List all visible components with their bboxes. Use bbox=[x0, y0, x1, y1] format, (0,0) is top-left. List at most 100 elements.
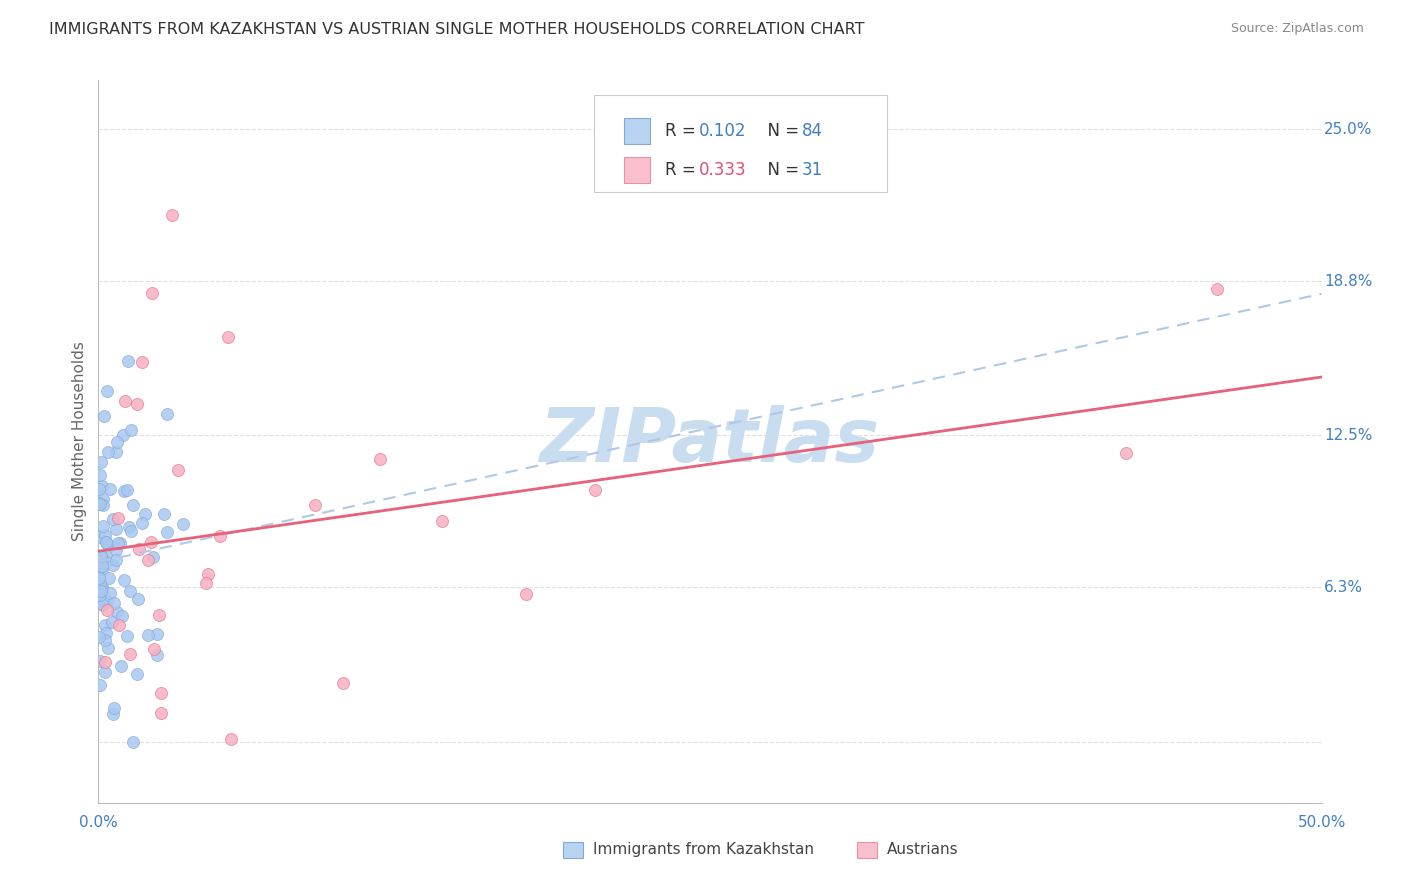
Point bbox=[156, 407, 179, 421]
Point bbox=[108, 535, 131, 549]
Text: 50.0%: 50.0% bbox=[1298, 815, 1346, 830]
Point bbox=[105, 435, 128, 450]
Point bbox=[112, 573, 135, 587]
Point bbox=[432, 515, 454, 529]
Point bbox=[91, 498, 114, 512]
Point bbox=[87, 570, 110, 584]
Text: Austrians: Austrians bbox=[887, 842, 959, 857]
Point bbox=[103, 596, 125, 610]
Point bbox=[105, 605, 128, 619]
Point bbox=[101, 706, 124, 721]
Point bbox=[148, 608, 170, 623]
Point bbox=[368, 451, 391, 466]
Point bbox=[89, 496, 111, 510]
Point bbox=[332, 676, 354, 690]
Point bbox=[91, 549, 114, 564]
Point bbox=[127, 667, 149, 681]
Point bbox=[90, 549, 112, 564]
Point bbox=[219, 732, 242, 747]
Point bbox=[117, 483, 139, 497]
Text: 6.3%: 6.3% bbox=[1324, 580, 1362, 595]
Point bbox=[91, 558, 114, 573]
Point bbox=[134, 507, 156, 521]
Point bbox=[90, 562, 112, 576]
Text: 12.5%: 12.5% bbox=[1324, 428, 1372, 443]
Point bbox=[91, 492, 114, 507]
Point bbox=[90, 478, 112, 492]
Point bbox=[141, 286, 163, 301]
Point bbox=[96, 593, 118, 607]
Text: 18.8%: 18.8% bbox=[1324, 274, 1372, 289]
Point bbox=[89, 575, 111, 590]
Point bbox=[122, 498, 145, 512]
Text: N =: N = bbox=[756, 122, 804, 140]
Text: 0.102: 0.102 bbox=[699, 122, 747, 140]
Point bbox=[89, 468, 111, 483]
Point bbox=[107, 618, 129, 632]
Point bbox=[149, 685, 172, 699]
Point bbox=[127, 591, 149, 606]
Point bbox=[156, 524, 179, 539]
Point bbox=[120, 524, 142, 539]
Point bbox=[146, 626, 169, 640]
Point bbox=[515, 587, 537, 601]
Text: ZIPatlas: ZIPatlas bbox=[540, 405, 880, 478]
Point bbox=[98, 482, 121, 496]
Text: Immigrants from Kazakhstan: Immigrants from Kazakhstan bbox=[593, 842, 814, 857]
Point bbox=[91, 519, 114, 533]
Point bbox=[209, 529, 232, 543]
Point bbox=[94, 535, 117, 549]
Point bbox=[97, 640, 120, 655]
Point bbox=[145, 648, 167, 662]
Point bbox=[90, 455, 112, 469]
Point bbox=[149, 706, 172, 720]
Point bbox=[131, 516, 153, 530]
Point bbox=[111, 609, 134, 624]
Point bbox=[136, 552, 159, 566]
Text: N =: N = bbox=[756, 161, 804, 179]
Point bbox=[94, 527, 117, 541]
Point bbox=[118, 647, 141, 661]
Point bbox=[1206, 282, 1229, 296]
FancyBboxPatch shape bbox=[593, 95, 887, 193]
Point bbox=[105, 553, 128, 567]
FancyBboxPatch shape bbox=[564, 842, 583, 858]
Point bbox=[103, 701, 125, 715]
Point bbox=[101, 512, 124, 526]
Point bbox=[93, 409, 115, 423]
Point bbox=[89, 678, 111, 692]
Point bbox=[94, 625, 117, 640]
Point bbox=[117, 629, 139, 643]
Point bbox=[89, 654, 111, 668]
Point bbox=[89, 483, 111, 497]
Point bbox=[96, 534, 118, 549]
Text: 84: 84 bbox=[801, 122, 823, 140]
Point bbox=[117, 354, 139, 368]
Point bbox=[139, 534, 162, 549]
Point bbox=[89, 588, 111, 602]
Point bbox=[1115, 445, 1137, 459]
Point bbox=[98, 586, 121, 600]
Point bbox=[167, 462, 190, 476]
Point bbox=[90, 583, 112, 598]
Point bbox=[121, 424, 143, 438]
Point bbox=[87, 561, 110, 575]
Point bbox=[105, 523, 128, 537]
Point bbox=[114, 393, 136, 408]
Point bbox=[160, 208, 183, 222]
Point bbox=[94, 555, 117, 569]
Point bbox=[89, 497, 111, 511]
Text: R =: R = bbox=[665, 161, 700, 179]
Point bbox=[217, 330, 239, 344]
Point bbox=[153, 507, 176, 521]
Point bbox=[131, 355, 153, 369]
Text: 0.0%: 0.0% bbox=[79, 815, 118, 830]
Point bbox=[117, 520, 139, 534]
Point bbox=[91, 580, 114, 594]
Text: 31: 31 bbox=[801, 161, 823, 179]
Point bbox=[101, 558, 124, 572]
Text: R =: R = bbox=[665, 122, 700, 140]
Point bbox=[89, 529, 111, 543]
Point bbox=[110, 659, 132, 673]
Point bbox=[96, 537, 118, 551]
